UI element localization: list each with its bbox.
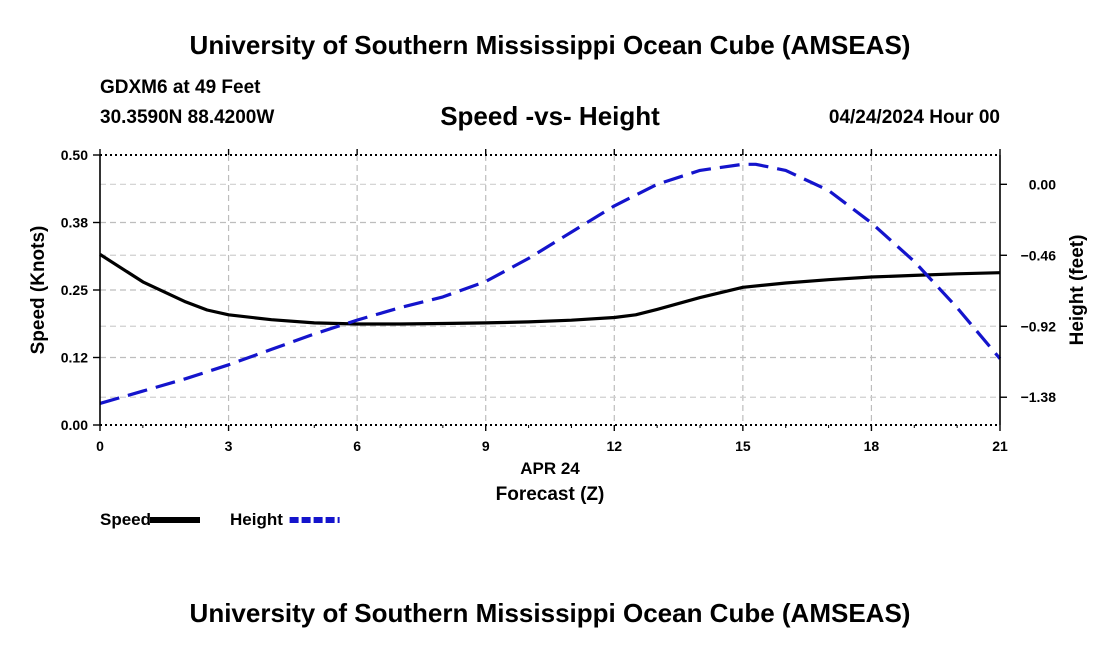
x-tick-label: 6 xyxy=(353,438,361,454)
x-tick-label: 12 xyxy=(606,438,622,454)
x-tick-label: 3 xyxy=(225,438,233,454)
y-right-tick-label: 0.00 xyxy=(1029,176,1056,192)
y-right-tick-label: −1.38 xyxy=(1021,389,1057,405)
axes xyxy=(93,149,1007,431)
page-title: University of Southern Mississippi Ocean… xyxy=(189,30,911,60)
x-tick-label: 0 xyxy=(96,438,104,454)
series-line-height xyxy=(99,162,1002,405)
series-lines xyxy=(99,162,1002,405)
y-right-axis-label: Height (feet) xyxy=(1067,235,1088,346)
legend-label-height: Height xyxy=(230,510,283,529)
forecast-datetime: 04/24/2024 Hour 00 xyxy=(828,107,1000,128)
y-tick-label: 0.50 xyxy=(61,147,88,163)
grid xyxy=(100,155,1000,425)
legend: Speed Height xyxy=(100,510,340,529)
series-line-speed xyxy=(99,253,1001,326)
x-tick-label: 18 xyxy=(864,438,880,454)
x-tick-label: 15 xyxy=(735,438,751,454)
x-axis-date-label: APR 24 xyxy=(520,459,580,478)
station-coordinates: 30.3590N 88.4200W xyxy=(100,107,275,128)
footer-title: University of Southern Mississippi Ocean… xyxy=(189,598,911,628)
y-axis-label: Speed (Knots) xyxy=(28,226,49,355)
y-tick-label: 0.00 xyxy=(61,417,88,433)
y-right-tick-label: −0.46 xyxy=(1021,247,1057,263)
y-tick-label: 0.25 xyxy=(61,282,88,298)
y-right-tick-label: −0.92 xyxy=(1021,318,1057,334)
station-label: GDXM6 at 49 Feet xyxy=(100,77,261,98)
x-axis-label: Forecast (Z) xyxy=(496,484,605,505)
y-tick-label: 0.38 xyxy=(61,215,88,231)
legend-label-speed: Speed xyxy=(100,510,151,529)
x-tick-label: 9 xyxy=(482,438,490,454)
y-tick-label: 0.12 xyxy=(61,350,88,366)
tick-labels: 0 3 6 9 12 15 18 21 0.00 0.12 0.25 0.38 0.50 0.00 −0.4… xyxy=(61,147,1056,454)
x-tick-label: 21 xyxy=(992,438,1008,454)
chart-title: Speed -vs- Height xyxy=(440,101,660,131)
